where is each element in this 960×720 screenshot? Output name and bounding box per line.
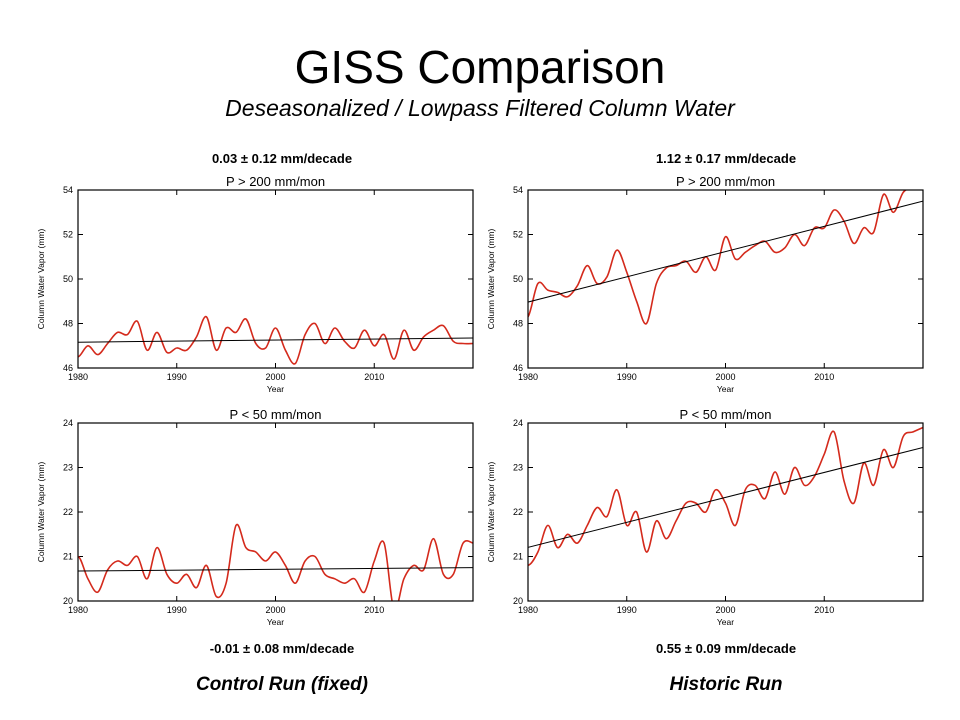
y-tick-label: 20	[513, 596, 523, 606]
y-tick-label: 23	[63, 463, 73, 473]
y-tick-label: 21	[63, 552, 73, 562]
trend-line	[78, 337, 473, 343]
y-tick-label: 24	[63, 418, 73, 428]
y-tick-label: 23	[513, 463, 523, 473]
y-axis-label: Column Water Vapor (mm)	[486, 462, 496, 563]
y-tick-label: 46	[513, 363, 523, 373]
x-axis-label: Year	[717, 384, 734, 394]
y-axis-label: Column Water Vapor (mm)	[36, 462, 46, 563]
x-tick-label: 1990	[617, 372, 637, 382]
slide-subtitle: Deseasonalized / Lowpass Filtered Column…	[225, 95, 735, 121]
trend-line	[528, 200, 923, 303]
x-tick-label: 1980	[518, 372, 538, 382]
panel-title: P > 200 mm/mon	[226, 174, 325, 189]
y-tick-label: 54	[63, 185, 73, 195]
slide-title: GISS Comparison	[294, 41, 666, 93]
trend-line	[78, 567, 473, 572]
y-tick-label: 48	[63, 319, 73, 329]
x-tick-label: 2000	[265, 605, 285, 615]
x-tick-label: 2000	[715, 605, 735, 615]
panel-title: P > 200 mm/mon	[676, 174, 775, 189]
run-label-historic: Historic Run	[669, 674, 783, 695]
panel-title: P < 50 mm/mon	[230, 407, 322, 422]
x-tick-label: 1990	[167, 605, 187, 615]
plot-frame	[527, 189, 924, 369]
series-line	[78, 523, 473, 601]
trend-label-control-bottom: -0.01 ± 0.08 mm/decade	[209, 641, 355, 656]
trend-label-historic-bottom: 0.55 ± 0.09 mm/decade	[655, 641, 797, 656]
run-label-control: Control Run (fixed)	[195, 674, 369, 695]
chart-historic-low: P < 50 mm/mon Column Water Vapor (mm) Year…	[486, 407, 924, 627]
y-tick-label: 52	[513, 230, 523, 240]
panel-title: P < 50 mm/mon	[680, 407, 772, 422]
y-tick-label: 52	[63, 230, 73, 240]
trend-label-historic-top: 1.12 ± 0.17 mm/decade	[655, 151, 797, 166]
chart-control-low: P < 50 mm/mon Column Water Vapor (mm) Year…	[36, 407, 474, 627]
y-tick-label: 54	[513, 185, 523, 195]
x-tick-label: 2000	[715, 372, 735, 382]
series-line	[528, 426, 923, 567]
y-tick-label: 50	[63, 274, 73, 284]
x-tick-label: 1990	[617, 605, 637, 615]
series-line	[528, 190, 908, 325]
chart-historic-high: P > 200 mm/mon Column Water Vapor (mm) Yea…	[486, 174, 924, 394]
plot-frame	[527, 422, 924, 602]
x-tick-label: 1980	[68, 372, 88, 382]
x-axis-label: Year	[717, 617, 734, 627]
x-tick-label: 1990	[167, 372, 187, 382]
y-axis-label: Column Water Vapor (mm)	[486, 229, 496, 330]
x-tick-label: 2010	[364, 372, 384, 382]
x-axis-label: Year	[267, 617, 284, 627]
trend-line	[528, 446, 923, 548]
x-tick-label: 2010	[814, 372, 834, 382]
y-tick-label: 48	[513, 319, 523, 329]
y-tick-label: 46	[63, 363, 73, 373]
x-tick-label: 1980	[68, 605, 88, 615]
y-axis-label: Column Water Vapor (mm)	[36, 229, 46, 330]
x-tick-label: 2010	[364, 605, 384, 615]
x-tick-label: 2010	[814, 605, 834, 615]
chart-control-high: P > 200 mm/mon Column Water Vapor (mm) Yea…	[36, 174, 474, 394]
series-line	[78, 315, 473, 365]
x-tick-label: 1980	[518, 605, 538, 615]
y-tick-label: 22	[513, 507, 523, 517]
y-tick-label: 50	[513, 274, 523, 284]
y-tick-label: 22	[63, 507, 73, 517]
trend-label-control-top: 0.03 ± 0.12 mm/decade	[211, 151, 353, 166]
y-tick-label: 24	[513, 418, 523, 428]
x-tick-label: 2000	[265, 372, 285, 382]
y-tick-label: 21	[513, 552, 523, 562]
x-axis-label: Year	[267, 384, 284, 394]
y-tick-label: 20	[63, 596, 73, 606]
plot-frame	[77, 422, 474, 602]
plot-frame	[77, 189, 474, 369]
